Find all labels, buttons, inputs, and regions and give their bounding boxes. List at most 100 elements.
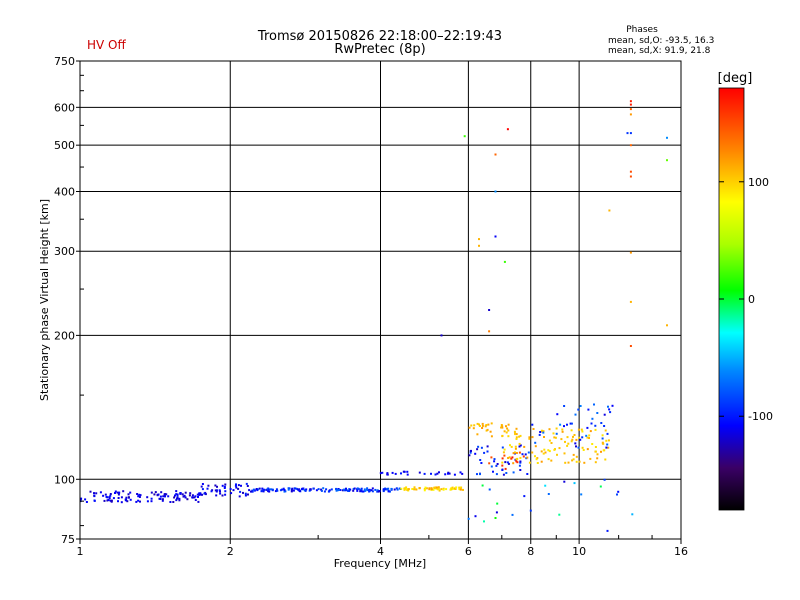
data-point xyxy=(247,493,249,496)
data-point xyxy=(122,490,125,493)
data-point xyxy=(356,487,359,490)
data-point xyxy=(154,491,157,494)
y-axis-ticks: 75 100 200 300 400 500 600 750 xyxy=(54,55,84,546)
data-point xyxy=(485,424,488,426)
data-point xyxy=(608,209,611,212)
data-point xyxy=(183,494,186,497)
data-point xyxy=(325,488,328,491)
data-point xyxy=(386,488,389,491)
data-point xyxy=(548,428,551,431)
data-point xyxy=(363,488,366,491)
data-point xyxy=(214,484,217,487)
data-point xyxy=(542,431,545,434)
data-point xyxy=(563,405,566,407)
data-point xyxy=(542,430,545,433)
data-point xyxy=(448,472,451,475)
data-point xyxy=(559,423,562,426)
data-point xyxy=(206,487,209,490)
data-point xyxy=(501,446,504,449)
data-point xyxy=(588,437,590,439)
data-point xyxy=(436,488,439,491)
data-point xyxy=(215,494,218,497)
data-point xyxy=(198,493,201,496)
data-point xyxy=(165,493,168,496)
data-point xyxy=(579,405,582,407)
data-point xyxy=(189,492,192,495)
data-point xyxy=(360,490,363,493)
data-point xyxy=(529,509,532,512)
data-point xyxy=(477,445,480,448)
data-point xyxy=(181,493,184,496)
data-point xyxy=(418,487,421,490)
x-tick-label: 16 xyxy=(674,545,688,558)
data-point xyxy=(136,493,139,495)
data-point xyxy=(596,412,599,414)
colorbar-label: [deg] xyxy=(718,71,753,86)
x-tick-label: 10 xyxy=(572,545,586,558)
data-point xyxy=(586,426,589,429)
data-point xyxy=(566,436,569,439)
data-point xyxy=(176,494,179,497)
data-point xyxy=(432,488,435,491)
data-point xyxy=(406,473,409,476)
data-point xyxy=(437,486,440,489)
data-point xyxy=(117,497,120,499)
data-point xyxy=(476,448,479,451)
data-point xyxy=(514,433,517,436)
data-point xyxy=(219,490,221,493)
data-point xyxy=(488,462,491,465)
data-point xyxy=(515,427,518,430)
data-point xyxy=(365,488,368,491)
data-point xyxy=(478,425,481,427)
data-point xyxy=(629,108,632,111)
data-point xyxy=(120,501,123,504)
data-point xyxy=(617,490,620,493)
data-point xyxy=(474,515,477,518)
data-point xyxy=(513,430,516,433)
data-point xyxy=(348,490,351,492)
data-point xyxy=(150,500,153,503)
data-point xyxy=(356,489,359,492)
data-point xyxy=(494,235,497,238)
data-point xyxy=(224,493,227,496)
data-point xyxy=(575,438,578,441)
data-point xyxy=(523,495,526,498)
data-point xyxy=(197,496,199,498)
data-point xyxy=(459,488,462,491)
data-point xyxy=(452,487,455,490)
data-point xyxy=(262,488,265,491)
data-point xyxy=(585,434,588,437)
data-point xyxy=(495,464,498,467)
data-point xyxy=(629,100,632,103)
data-point xyxy=(95,492,98,495)
data-point xyxy=(342,488,345,491)
data-point xyxy=(555,427,558,430)
data-point xyxy=(481,422,484,425)
data-point xyxy=(237,484,240,487)
data-point xyxy=(196,493,199,496)
data-point xyxy=(604,429,607,432)
data-point xyxy=(572,453,575,456)
data-point xyxy=(290,490,293,493)
data-point xyxy=(607,405,609,408)
data-point xyxy=(494,517,497,519)
data-point xyxy=(377,490,380,493)
data-point xyxy=(488,309,491,311)
data-point xyxy=(214,489,217,492)
data-point xyxy=(276,489,279,492)
data-point xyxy=(571,438,574,441)
data-point xyxy=(534,445,537,448)
data-point xyxy=(267,488,270,491)
data-point xyxy=(336,489,339,492)
data-point xyxy=(120,496,123,499)
data-point xyxy=(507,423,510,426)
data-point xyxy=(523,445,526,448)
data-point xyxy=(322,487,325,490)
data-point xyxy=(629,175,632,178)
data-point xyxy=(110,500,113,503)
data-point xyxy=(501,457,504,460)
data-point xyxy=(160,491,163,494)
data-point xyxy=(234,484,237,487)
data-point xyxy=(490,465,493,468)
data-point xyxy=(572,435,574,438)
